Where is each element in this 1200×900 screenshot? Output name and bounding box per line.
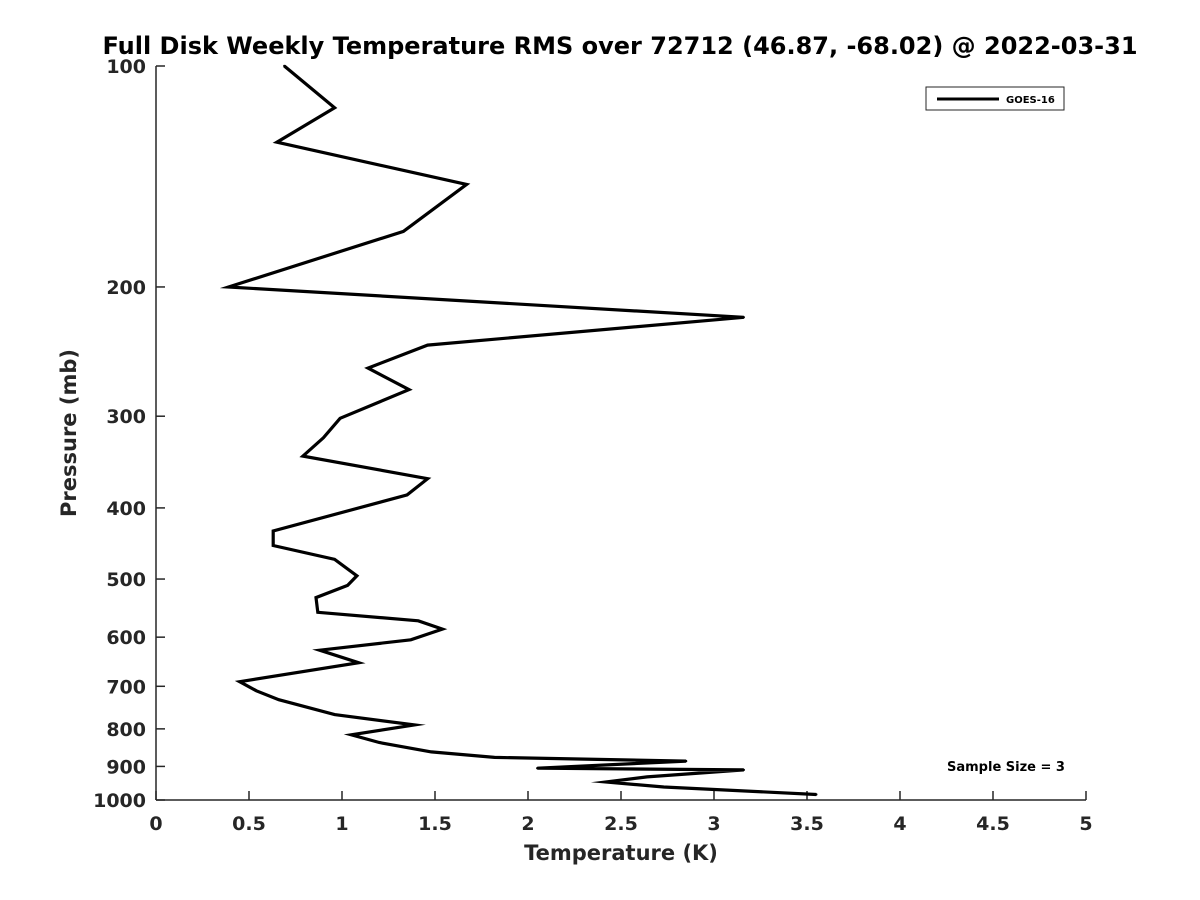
data-point: [238, 680, 241, 683]
data-point: [417, 619, 420, 622]
series-points: [227, 64, 818, 796]
data-point: [409, 638, 412, 641]
sample-size-annotation: Sample Size = 3: [947, 760, 1065, 775]
data-point: [314, 596, 318, 599]
data-point: [426, 477, 429, 480]
data-point: [645, 775, 649, 779]
data-point: [333, 713, 336, 716]
data-point: [272, 529, 275, 533]
data-point: [318, 649, 321, 652]
data-point: [333, 106, 336, 110]
y-tick-label: 700: [106, 676, 146, 698]
x-tick-label: 2: [521, 813, 534, 835]
data-point: [402, 230, 405, 233]
y-tick-label: 500: [106, 569, 146, 591]
y-tick-label: 300: [106, 406, 146, 428]
x-tick-label: 0: [149, 813, 162, 835]
data-point: [815, 793, 818, 796]
data-point: [366, 366, 370, 370]
data-point: [684, 759, 688, 763]
data-point: [355, 574, 359, 577]
y-tick-label: 900: [106, 756, 146, 778]
chart-title: Full Disk Weekly Temperature RMS over 72…: [102, 32, 1137, 60]
y-tick-label: 400: [106, 498, 146, 520]
y-tick-label: 100: [106, 56, 146, 78]
data-point: [275, 141, 279, 144]
data-point: [407, 388, 411, 391]
y-tick-label: 1000: [93, 790, 146, 812]
legend-label: GOES-16: [1006, 95, 1055, 106]
data-point: [465, 183, 468, 186]
data-point: [283, 64, 286, 68]
y-axis-label: Pressure (mb): [57, 349, 81, 517]
data-point: [316, 611, 319, 614]
data-point: [272, 544, 275, 547]
legend: GOES-16: [925, 86, 1065, 111]
x-tick-label: 3.5: [790, 813, 824, 835]
y-tick-label: 600: [106, 627, 146, 649]
x-tick-label: 4.5: [976, 813, 1010, 835]
x-tick-label: 2.5: [604, 813, 638, 835]
data-point: [662, 785, 665, 789]
data-point: [742, 316, 745, 319]
data-point: [430, 750, 433, 754]
data-point: [301, 454, 305, 458]
data-point: [338, 417, 342, 420]
data-point: [441, 627, 444, 631]
data-point: [227, 285, 230, 289]
data-point: [255, 689, 258, 692]
data-point: [333, 558, 336, 561]
data-point: [322, 436, 325, 439]
data-point: [350, 733, 353, 736]
data-point: [357, 661, 360, 664]
x-ticks: 0 0.5 1 1.5 2 2.5 3 3.5 4 4.5 5: [149, 791, 1093, 835]
data-point: [536, 767, 539, 770]
data-point: [742, 768, 745, 772]
x-axis-label: Temperature (K): [524, 841, 718, 865]
x-tick-label: 3: [707, 813, 720, 835]
x-tick-label: 1: [335, 813, 348, 835]
data-point: [378, 741, 381, 744]
data-point: [604, 780, 608, 784]
data-point: [493, 756, 496, 759]
data-point: [346, 584, 349, 587]
y-ticks: 100 200 300 400 500 600 700 800 900 1000: [93, 56, 165, 812]
x-tick-label: 4: [893, 813, 906, 835]
data-point: [277, 698, 280, 701]
data-point: [413, 723, 416, 727]
data-point: [426, 343, 429, 347]
y-tick-label: 800: [106, 719, 146, 741]
x-tick-label: 0.5: [232, 813, 266, 835]
x-tick-label: 5: [1079, 813, 1092, 835]
x-tick-label: 1.5: [418, 813, 452, 835]
data-point: [405, 493, 409, 497]
y-tick-label: 200: [106, 277, 146, 299]
